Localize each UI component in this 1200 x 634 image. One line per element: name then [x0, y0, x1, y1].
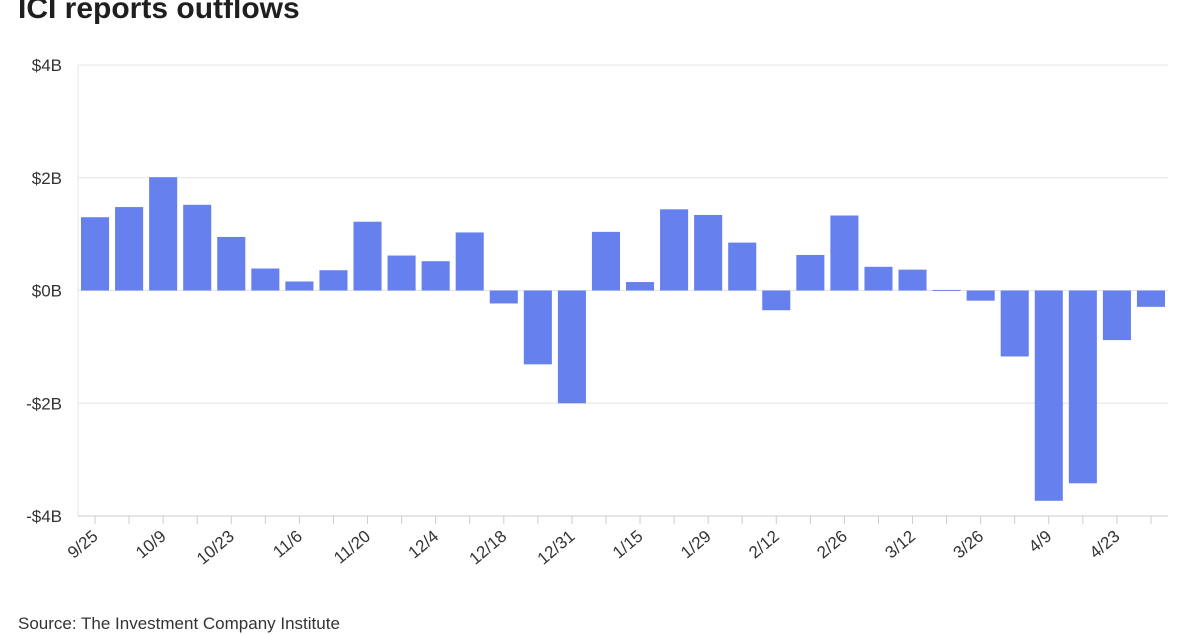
bar — [115, 207, 144, 291]
x-tick-label: 12/31 — [534, 527, 579, 569]
bar — [864, 266, 893, 291]
x-tick-label: 2/12 — [745, 527, 783, 563]
y-tick-label: $0B — [32, 282, 62, 301]
bar — [353, 221, 382, 291]
x-axis: 9/25 10/9 10/23 11/6 11/20 12/4 12/18 12/31 1/15… — [64, 515, 1168, 569]
bar — [285, 281, 314, 291]
x-tick-label: 2/26 — [813, 527, 851, 563]
bar — [762, 290, 791, 311]
bar — [183, 204, 212, 291]
bar — [81, 217, 110, 291]
y-axis: $4B $2B $0B -$2B -$4B — [26, 56, 79, 526]
x-tick-label: 11/20 — [330, 527, 374, 568]
bar — [1136, 290, 1165, 307]
bar — [421, 261, 450, 291]
y-tick-label: -$2B — [26, 394, 62, 413]
x-tick-label: 9/25 — [64, 527, 102, 563]
x-tick-label: 4/9 — [1025, 527, 1055, 557]
x-tick-label: 11/6 — [269, 527, 306, 562]
bar — [557, 290, 586, 404]
x-tick-label: 3/12 — [882, 527, 920, 563]
bar — [660, 209, 689, 291]
x-tick-label: 3/26 — [950, 527, 988, 563]
y-tick-label: -$4B — [26, 507, 62, 526]
y-tick-label: $2B — [32, 169, 62, 188]
bar — [591, 231, 620, 291]
bar — [728, 242, 757, 291]
bar — [626, 282, 655, 291]
bar — [932, 289, 961, 291]
bar — [149, 177, 178, 291]
bar — [830, 215, 859, 291]
bar — [1034, 290, 1063, 501]
x-tick-label: 1/29 — [677, 527, 715, 563]
bar — [694, 214, 723, 291]
bar — [898, 269, 927, 291]
bar — [1068, 290, 1097, 484]
chart-title: ICI reports outflows — [18, 0, 300, 25]
bar — [523, 290, 552, 365]
bar — [1102, 290, 1131, 341]
bar — [966, 290, 995, 301]
x-tick-label: 12/18 — [466, 527, 511, 569]
y-tick-label: $4B — [32, 56, 62, 75]
bar — [1000, 290, 1029, 357]
x-tick-label: 10/9 — [132, 527, 170, 563]
bar — [387, 255, 416, 291]
source-note: Source: The Investment Company Institute — [18, 614, 340, 633]
x-tick-label: 10/23 — [193, 527, 238, 569]
x-tick-label: 4/23 — [1086, 527, 1124, 563]
x-tick-label: 12/4 — [405, 527, 443, 563]
bar — [489, 290, 518, 304]
bar — [796, 254, 825, 291]
bars — [81, 177, 1165, 501]
bar — [319, 270, 348, 291]
x-tick-label: 1/15 — [609, 527, 647, 563]
bar — [455, 232, 484, 291]
bar — [251, 268, 280, 291]
bar — [217, 236, 246, 291]
